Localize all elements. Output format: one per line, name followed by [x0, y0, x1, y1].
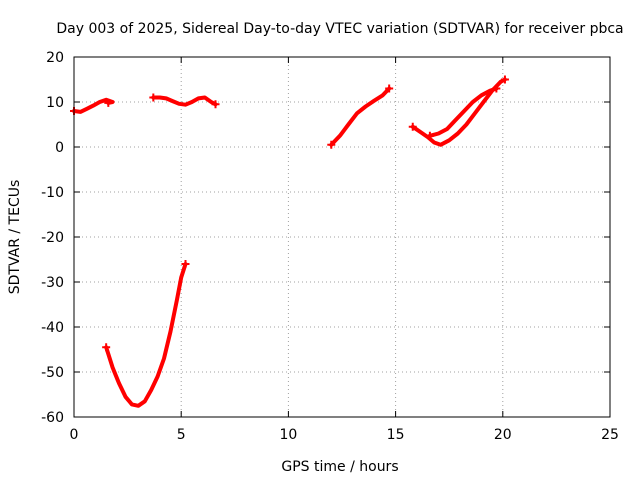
y-tick-label: 20	[46, 50, 64, 66]
y-tick-label: -50	[41, 365, 64, 381]
data-point-marker	[492, 84, 501, 93]
y-tick-label: 10	[46, 95, 64, 111]
data-point-marker	[327, 140, 336, 149]
y-tick-label: 0	[55, 140, 64, 156]
x-tick-label: 5	[177, 427, 186, 443]
series-line	[151, 95, 218, 107]
series-line	[72, 97, 115, 114]
y-tick-label: -30	[41, 275, 64, 291]
series-arc-5	[408, 75, 509, 147]
y-axis-label: SDTVAR / TECUs	[7, 180, 23, 295]
data-series	[70, 75, 509, 408]
series-line	[329, 86, 392, 147]
grid-lines	[74, 57, 610, 417]
x-tick-label: 15	[387, 427, 405, 443]
data-point-marker	[104, 98, 113, 107]
y-tick-label: -60	[41, 410, 64, 426]
data-point-marker	[425, 131, 434, 140]
chart-title: Day 003 of 2025, Sidereal Day-to-day VTE…	[56, 21, 623, 37]
x-tick-label: 10	[279, 427, 297, 443]
axis-ticks: 0 5 10 15 20 25 -60 -50 -40 -30 -20 -10 0 10 20	[41, 50, 619, 443]
x-axis-label: GPS time / hours	[281, 459, 398, 475]
series-line	[427, 86, 499, 138]
series-arc-4	[327, 84, 394, 149]
series-arc-6	[425, 84, 501, 140]
x-tick-label: 25	[601, 427, 619, 443]
y-tick-label: -10	[41, 185, 64, 201]
series-line	[104, 262, 188, 408]
y-tick-label: -20	[41, 230, 64, 246]
series-arc-2	[149, 93, 220, 109]
data-point-marker	[102, 343, 111, 352]
data-point-marker	[181, 260, 190, 268]
y-tick-label: -40	[41, 320, 64, 336]
data-point-marker	[408, 122, 417, 131]
series-arc-1	[70, 97, 115, 115]
data-point-marker	[149, 93, 158, 102]
series-arc-3	[102, 260, 190, 408]
x-tick-label: 0	[70, 427, 79, 443]
data-point-marker	[385, 84, 394, 93]
data-point-marker	[500, 75, 509, 84]
data-point-marker	[211, 100, 220, 109]
x-tick-label: 20	[494, 427, 512, 443]
